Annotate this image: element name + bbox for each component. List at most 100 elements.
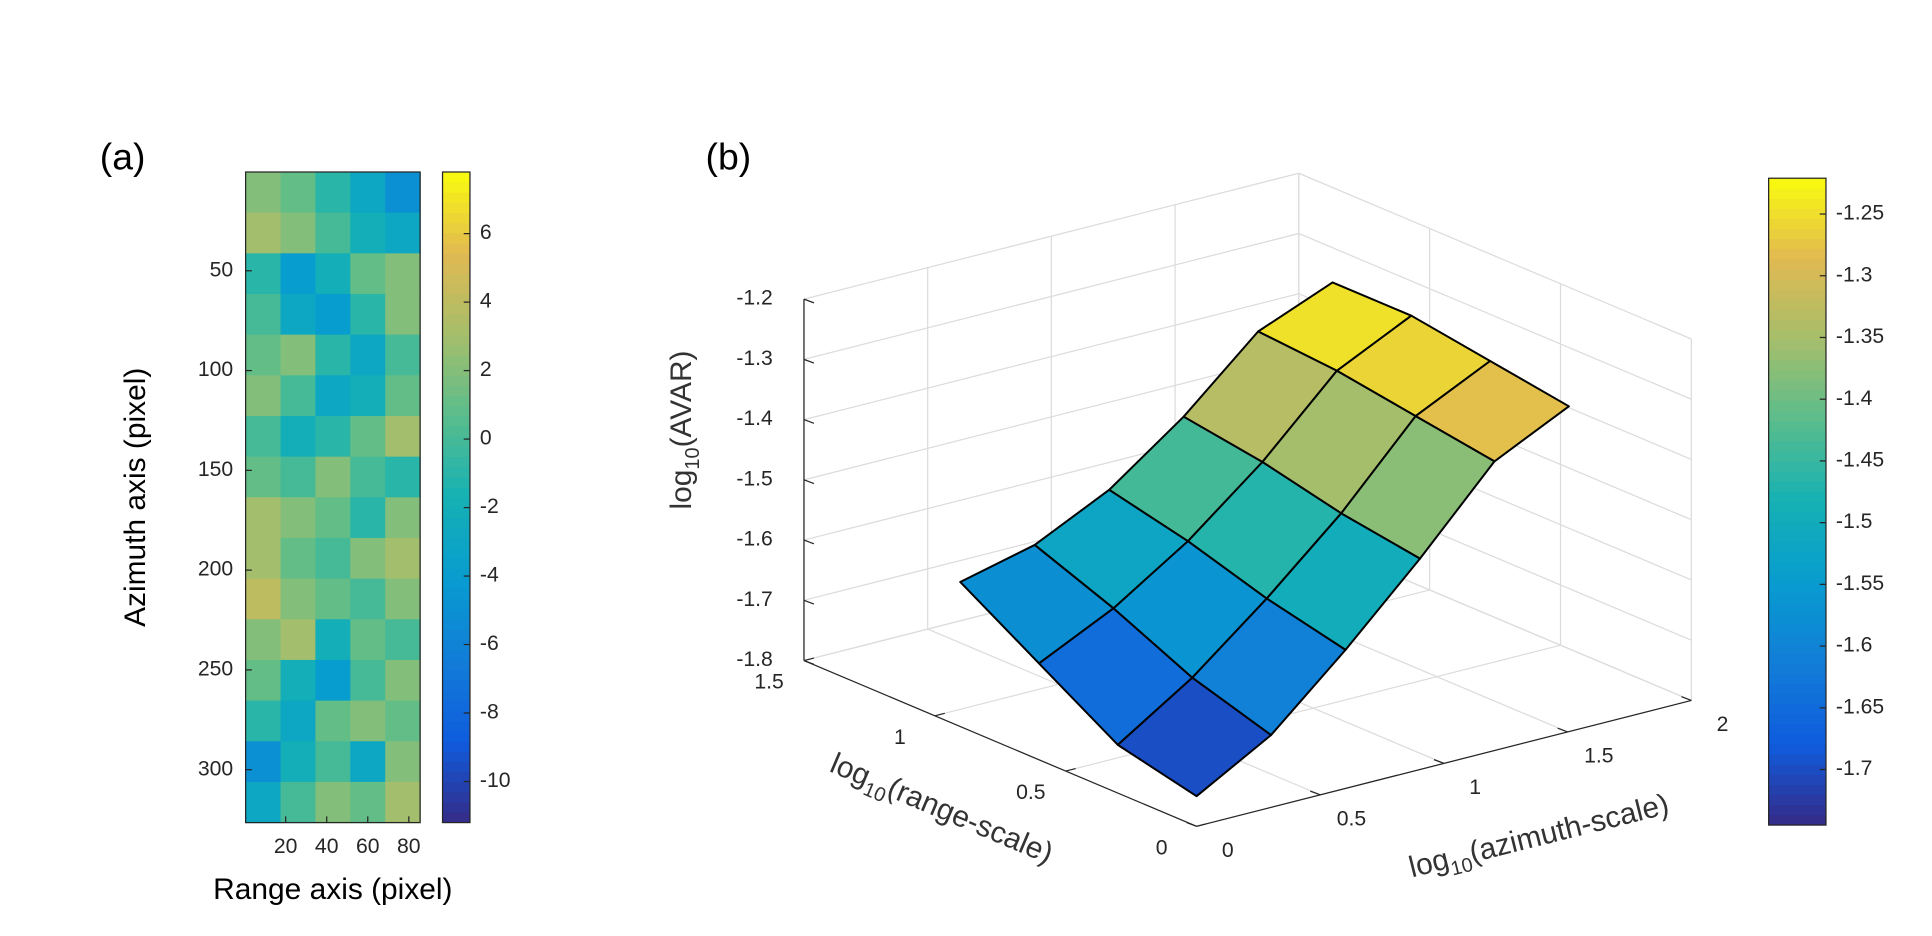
colorbar-slice (1768, 369, 1826, 381)
colorbar-slice (442, 629, 470, 640)
heat-cell (245, 700, 282, 742)
colorbar-slice (1768, 753, 1826, 765)
colorbar-slice (1768, 460, 1826, 472)
colorbar-slice (442, 659, 470, 671)
panel-b: 0 0.5 1 1.5 0 0.5 1 1.5 2 -1.8 -1.7 -1.6 -1.5 -1.4 -1.… (665, 135, 1884, 885)
heat-cell (315, 293, 351, 336)
heat-cell (315, 619, 351, 661)
colorbar-slice (442, 273, 470, 285)
x-tick-label: 80 (397, 835, 421, 858)
heat-cell (350, 253, 386, 295)
colorbar-tick-label: 4 (480, 290, 492, 313)
y-tick-label: 200 (198, 558, 233, 581)
range-axis (803, 659, 1197, 827)
colorbar-slice (1768, 481, 1826, 492)
colorbar-slice (442, 608, 470, 620)
colorbar-slice (1768, 784, 1826, 796)
colorbar-frame (1768, 177, 1827, 826)
colorbar-slice (1768, 521, 1826, 533)
grid-line (803, 232, 1299, 360)
colorbar-slice (1768, 420, 1826, 432)
colorbar-slice (442, 710, 470, 722)
colorbar-frame (441, 171, 471, 824)
colorbar-slice (442, 202, 470, 214)
colorbar-slice (442, 303, 470, 315)
colorbar-slice (1768, 602, 1826, 614)
heat-cell (315, 171, 351, 214)
heat-cell (245, 537, 282, 580)
heat-cell (315, 700, 351, 742)
y-tick-label: 250 (198, 658, 233, 681)
colorbar-slice (1768, 804, 1826, 816)
heat-cell (315, 253, 351, 295)
colorbar-tick-label: -1.45 (1836, 449, 1884, 472)
colorbar-slice (442, 252, 470, 264)
colorbar-slice (1768, 289, 1826, 300)
x-tick (803, 657, 815, 662)
colorbar-tick-label: -1.4 (1836, 387, 1873, 410)
z-tick-label: -1.5 (736, 467, 772, 490)
y-tick-label: 2 (1717, 713, 1729, 736)
colorbar-slice (1768, 612, 1826, 624)
heat-cell (385, 578, 421, 620)
colorbar-tick-label: -2 (480, 495, 499, 518)
colorbar-slice (1768, 339, 1826, 351)
colorbar-slice (442, 435, 470, 447)
x-tick-label: 60 (356, 835, 380, 858)
colorbar-slice (1768, 733, 1826, 745)
heat-cell (245, 497, 282, 539)
heat-cell (245, 456, 282, 498)
y-axis-label: Azimuth axis (pixel) (119, 368, 152, 627)
y-tick-label: 0 (1222, 839, 1234, 862)
colorbar-tick-label: -1.6 (1836, 634, 1872, 657)
y-tick-label: 150 (198, 458, 233, 481)
colorbar-slice (1768, 632, 1826, 644)
heat-cell (280, 171, 317, 214)
colorbar-tick-label: -1.35 (1836, 325, 1884, 348)
heat-cell (245, 171, 282, 214)
colorbar-slice (1768, 743, 1826, 755)
surface-face (1116, 676, 1273, 798)
colorbar-slice (442, 385, 470, 397)
x-tick (1196, 823, 1207, 827)
y-tick-label: 0.5 (1337, 807, 1366, 830)
heat-cell (385, 741, 421, 783)
heat-cell (280, 741, 317, 783)
colorbar-slice (442, 568, 470, 579)
heat-cell (280, 456, 317, 498)
heat-cell (245, 619, 282, 661)
colorbar-slice (1768, 390, 1826, 401)
z-tick-label: -1.6 (736, 528, 772, 551)
colorbar-slice (442, 171, 470, 183)
colorbar-slice (1768, 582, 1826, 593)
colorbar-tick-label: -6 (480, 632, 499, 655)
colorbar-slice (442, 517, 470, 529)
colorbar-slice (442, 588, 470, 600)
heat-cell (280, 293, 317, 336)
heat-cell (245, 293, 282, 336)
colorbar-slice (1768, 713, 1826, 725)
colorbar-slice (442, 405, 470, 417)
heat-cell (385, 212, 421, 254)
heat-cell (315, 415, 351, 458)
colorbar-tick-label: -1.7 (1836, 757, 1872, 780)
azimuth-axis-label-part: (azimuth-scale) (1466, 788, 1672, 869)
colorbar-slice (442, 181, 470, 193)
colorbar-slice (1768, 764, 1826, 775)
colorbar-slice (442, 761, 470, 773)
z-tick-label: -1.4 (736, 407, 773, 430)
heat-cell (350, 659, 386, 702)
heat-cell (280, 497, 317, 539)
colorbar-slice (1768, 572, 1826, 583)
heat-cell (385, 293, 421, 336)
azimuth-axis-label-part: log (1406, 843, 1453, 885)
colorbar-slice (442, 191, 470, 203)
colorbar-slice (1768, 329, 1826, 341)
z-axis-label-part: 10 (682, 447, 704, 469)
colorbar-slice (442, 639, 470, 651)
heat-cell (350, 578, 386, 620)
colorbar-slice (442, 395, 470, 407)
colorbar-slice (442, 720, 470, 732)
